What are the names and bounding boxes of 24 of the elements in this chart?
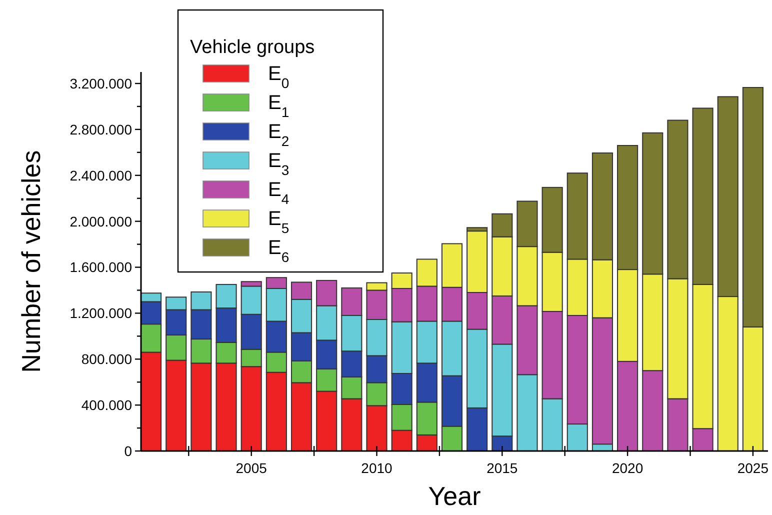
x-tick-label: 2010 — [361, 460, 393, 476]
legend-label: E$_{3}$ — [268, 150, 290, 178]
y-tick-label: 2.400.000 — [70, 167, 132, 184]
y-axis-title: Number of vehicles — [16, 150, 46, 373]
y-tick-label: 1.600.000 — [70, 259, 132, 276]
y-tick-label: 3.200.000 — [70, 75, 132, 92]
y-tick-label: 0 — [124, 443, 132, 459]
x-tick-label: 2025 — [737, 460, 769, 476]
legend-label: E$_{4}$ — [268, 179, 290, 207]
y-tick-label: 2.000.000 — [70, 213, 132, 230]
x-tick-label: 2020 — [612, 460, 644, 476]
legend-label: E$_{1}$ — [268, 92, 290, 120]
legend-title: Vehicle groups — [190, 37, 315, 58]
x-tick-label: 2005 — [236, 460, 268, 476]
legend-label: E$_{2}$ — [268, 121, 290, 149]
legend-label: E$_{5}$ — [268, 208, 290, 236]
x-tick-label: 2015 — [486, 460, 518, 476]
y-tick-label: 800.000 — [81, 351, 132, 368]
y-tick-label: 400.000 — [81, 397, 132, 414]
x-axis-title: Year — [428, 481, 482, 511]
y-tick-label: 1.200.000 — [70, 305, 132, 322]
legend-label: E$_{0}$ — [268, 63, 290, 91]
y-tick-label: 2.800.000 — [70, 121, 132, 138]
legend-label: E$_{6}$ — [268, 237, 290, 265]
